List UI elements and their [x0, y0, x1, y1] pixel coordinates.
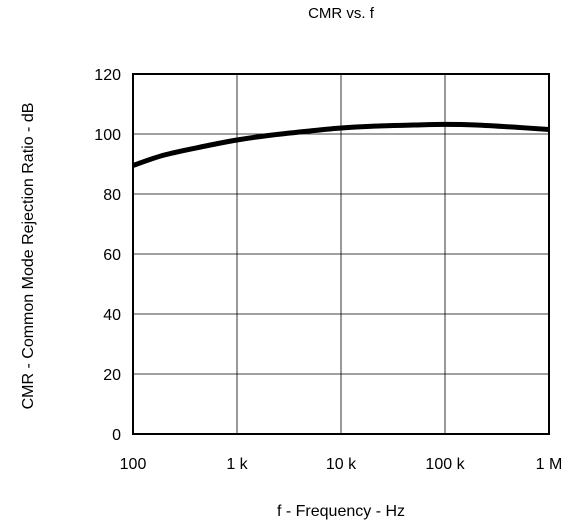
- x-tick-label: 1 k: [226, 456, 248, 473]
- tick-labels: 100 1 k 10 k 100 k 1 M 0 20 40 60 80 100 120: [94, 67, 562, 473]
- series-group: [132, 121, 550, 168]
- y-axis-label: CMR - Common Mode Rejection Ratio - dB: [20, 103, 37, 410]
- y-tick-label: 100: [94, 127, 121, 144]
- y-tick-label: 20: [103, 367, 121, 384]
- plot-area: [132, 73, 550, 435]
- x-tick-label: 10 k: [326, 456, 357, 473]
- y-tick-label: 60: [103, 247, 121, 264]
- x-tick-label: 100 k: [425, 456, 465, 473]
- x-tick-label: 1 M: [536, 456, 563, 473]
- y-tick-label: 80: [103, 187, 121, 204]
- y-tick-label: 0: [112, 427, 121, 444]
- series-line-cmr: [132, 121, 550, 168]
- y-tick-label: 120: [94, 67, 121, 84]
- chart-title: CMR vs. f: [308, 5, 375, 22]
- x-axis-label: f - Frequency - Hz: [277, 503, 405, 520]
- x-tick-label: 100: [120, 456, 147, 473]
- y-tick-label: 40: [103, 307, 121, 324]
